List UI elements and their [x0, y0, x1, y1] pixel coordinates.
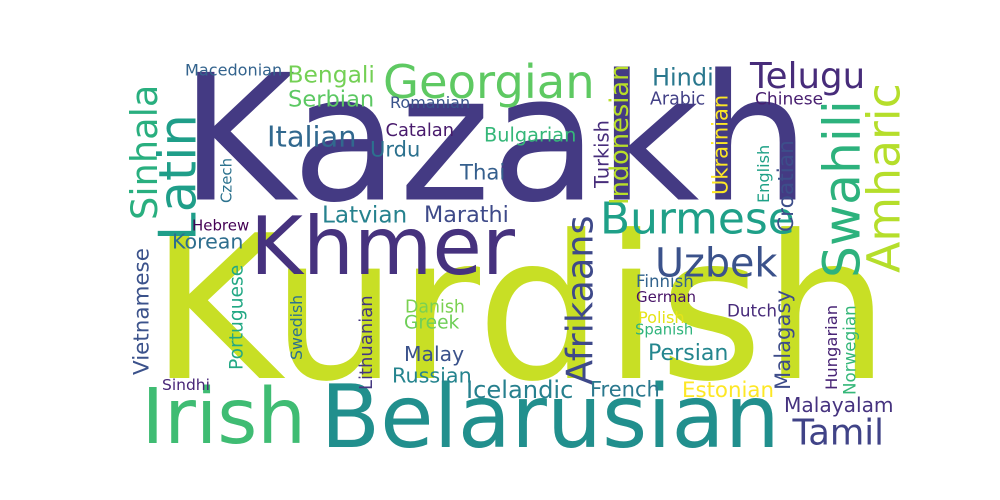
word-turkish: Turkish	[590, 120, 614, 188]
word-macedonian: Macedonian	[185, 60, 283, 80]
word-marathi: Marathi	[424, 202, 509, 228]
word-georgian: Georgian	[383, 55, 595, 109]
word-tamil: Tamil	[792, 412, 884, 454]
word-burmese: Burmese	[600, 193, 795, 245]
word-estonian: Estonian	[682, 378, 774, 403]
word-thai: Thai	[460, 160, 506, 186]
word-serbian: Serbian	[288, 86, 375, 113]
word-russian: Russian	[392, 363, 472, 388]
word-ukrainian: Ukrainian	[708, 94, 733, 195]
word-swedish: Swedish	[287, 294, 306, 360]
word-norwegian: Norwegian	[839, 305, 860, 395]
word-italian: Italian	[267, 119, 357, 154]
word-greek: Greek	[404, 312, 460, 334]
word-finnish: Finnish	[636, 272, 694, 291]
word-dutch: Dutch	[727, 300, 777, 321]
word-telugu: Telugu	[750, 56, 866, 97]
word-chinese: Chinese	[755, 89, 824, 110]
word-bulgarian: Bulgarian	[484, 123, 577, 147]
word-sindhi: Sindhi	[162, 376, 210, 394]
word-irish: Irish	[141, 373, 307, 462]
word-spanish: Spanish	[635, 321, 694, 339]
word-icelandic: Icelandic	[466, 376, 574, 404]
word-french: French	[590, 377, 660, 402]
word-kazakh: Kazakh	[180, 38, 811, 242]
word-catalan: Catalan	[385, 120, 455, 141]
word-belarusian: Belarusian	[320, 366, 780, 468]
word-hebrew: Hebrew	[192, 216, 250, 235]
word-malay: Malay	[404, 342, 465, 366]
word-korean: Korean	[172, 229, 244, 254]
word-latvian: Latvian	[322, 201, 408, 229]
word-uzbek: Uzbek	[655, 240, 778, 287]
word-afrikaans: Afrikaans	[558, 215, 602, 385]
word-malayalam: Malayalam	[784, 393, 894, 417]
word-croatian: Croatian	[774, 140, 799, 232]
word-kurdish: Kurdish	[150, 193, 890, 426]
word-sinhala: Sinhala	[123, 84, 166, 220]
word-bengali: Bengali	[287, 60, 375, 89]
word-hindi: Hindi	[652, 63, 714, 92]
word-khmer: Khmer	[250, 200, 516, 294]
word-romanian: Romanian	[390, 93, 471, 112]
word-english: English	[754, 144, 773, 203]
word-danish: Danish	[405, 297, 465, 318]
word-persian: Persian	[648, 340, 729, 366]
word-polish: Polish	[638, 308, 685, 327]
word-czech: Czech	[217, 157, 236, 203]
word-swahili: Swahili	[812, 100, 872, 278]
word-portuguese: Portuguese	[226, 264, 248, 370]
word-vietnamese: Vietnamese	[129, 248, 155, 375]
word-lithuanian: Lithuanian	[356, 295, 377, 390]
word-hungarian: Hungarian	[822, 304, 841, 390]
word-urdu: Urdu	[370, 137, 421, 162]
word-german: German	[636, 288, 697, 306]
word-arabic: Arabic	[650, 89, 706, 110]
